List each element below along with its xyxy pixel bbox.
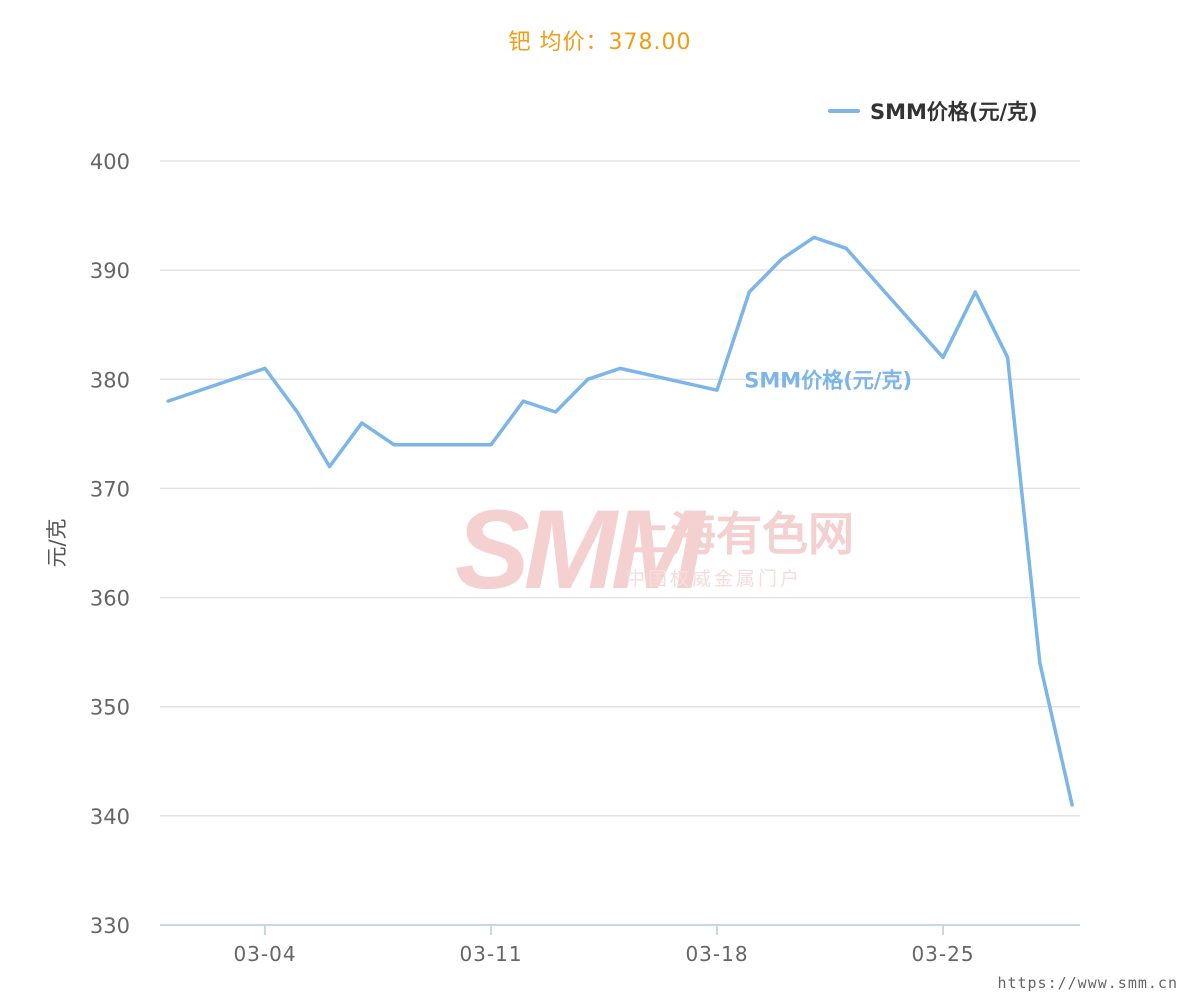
data-point <box>779 256 785 262</box>
data-point <box>940 354 946 360</box>
data-point <box>585 376 591 382</box>
data-point <box>714 387 720 393</box>
source-url[interactable]: https://www.smm.cn <box>997 974 1178 992</box>
data-point <box>1069 802 1075 808</box>
x-tick-label: 03-11 <box>459 942 522 966</box>
y-tick-label: 330 <box>90 914 130 938</box>
y-tick-label: 380 <box>90 368 130 392</box>
y-tick-label: 360 <box>90 587 130 611</box>
data-point <box>746 289 752 295</box>
watermark-name: 上海有色网 <box>624 507 854 561</box>
chart-title: 钯 均价：378.00 <box>508 30 692 55</box>
data-point <box>1037 660 1043 666</box>
data-point <box>262 365 268 371</box>
y-tick-label: 400 <box>90 150 130 174</box>
y-tick-label: 350 <box>90 696 130 720</box>
legend-label: SMM价格(元/克) <box>870 100 1038 124</box>
data-point <box>553 409 559 415</box>
data-point <box>1005 354 1011 360</box>
data-point <box>359 420 365 426</box>
x-tick-label: 03-04 <box>233 942 296 966</box>
data-point <box>843 245 849 251</box>
y-tick-label: 340 <box>90 805 130 829</box>
data-point <box>811 234 817 240</box>
watermark-subtitle: 中国权威金属门户 <box>626 568 802 590</box>
data-point <box>327 464 333 470</box>
y-tick-label: 390 <box>90 259 130 283</box>
watermark-logo: SMM <box>455 487 707 612</box>
data-point <box>520 398 526 404</box>
x-tick-label: 03-18 <box>685 942 748 966</box>
y-tick-label: 370 <box>90 477 130 501</box>
data-point <box>972 289 978 295</box>
data-point <box>617 365 623 371</box>
data-point <box>488 442 494 448</box>
data-point <box>165 398 171 404</box>
series-data-label: SMM价格(元/克) <box>744 368 912 392</box>
data-point <box>294 409 300 415</box>
legend[interactable]: SMM价格(元/克) <box>828 96 1038 126</box>
legend-swatch <box>828 109 860 113</box>
x-tick-label: 03-25 <box>911 942 974 966</box>
series-line <box>166 235 1074 807</box>
data-point <box>391 442 397 448</box>
